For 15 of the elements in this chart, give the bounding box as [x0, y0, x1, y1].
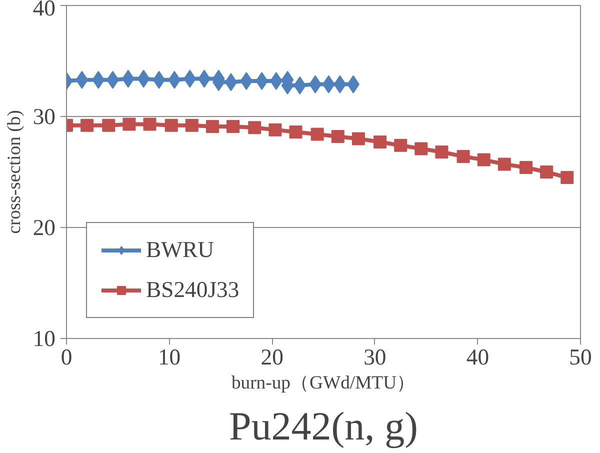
x-tick-label: 10	[158, 344, 181, 370]
y-tick-label: 40	[32, 0, 56, 20]
y-axis-title: cross-section (b)	[4, 110, 25, 234]
x-axis-title: burn-up（GWd/MTU）	[231, 372, 416, 394]
legend-label: BS240J33	[146, 277, 240, 303]
y-tick-label: 10	[32, 326, 56, 351]
text: Pu242(n, g)	[229, 404, 418, 448]
x-tick-label: 0	[60, 344, 72, 370]
y-tick-label: 20	[32, 215, 56, 240]
x-tick-label: 50	[569, 344, 592, 370]
x-tick-label: 20	[260, 344, 284, 370]
x-tick-label: 40	[466, 344, 490, 370]
x-tick-label: 30	[364, 344, 386, 370]
legend-label: BWRU	[146, 237, 214, 263]
y-tick-label: 30	[32, 104, 56, 129]
